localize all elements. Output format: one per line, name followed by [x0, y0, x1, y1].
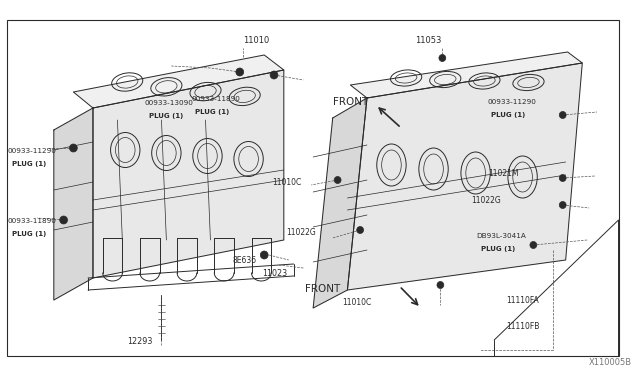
Text: 11110FA: 11110FA [506, 296, 539, 305]
Text: 00933-11290: 00933-11290 [487, 99, 536, 105]
Text: 11010: 11010 [243, 36, 269, 45]
Circle shape [60, 216, 68, 224]
Circle shape [559, 202, 566, 208]
Circle shape [260, 251, 268, 259]
Polygon shape [350, 52, 582, 98]
Text: PLUG (1): PLUG (1) [195, 109, 229, 115]
Circle shape [70, 144, 77, 152]
Text: FRONT: FRONT [305, 284, 340, 294]
Polygon shape [313, 98, 367, 308]
Circle shape [530, 241, 537, 248]
Text: PLUG (1): PLUG (1) [12, 231, 46, 237]
Text: 11023: 11023 [262, 269, 287, 278]
Text: 11022G: 11022G [471, 196, 500, 205]
Text: PLUG (1): PLUG (1) [148, 113, 183, 119]
Text: 11110FB: 11110FB [506, 322, 540, 331]
Text: X110005B: X110005B [589, 358, 632, 367]
Text: FRONT: FRONT [333, 97, 368, 107]
Text: 00933-11290: 00933-11290 [8, 148, 57, 154]
Polygon shape [93, 70, 284, 278]
Text: 12293: 12293 [127, 337, 152, 346]
Text: PLUG (1): PLUG (1) [12, 161, 46, 167]
Text: 8E636: 8E636 [233, 256, 257, 265]
Text: 11021M: 11021M [488, 169, 519, 178]
Circle shape [559, 174, 566, 182]
Polygon shape [74, 55, 284, 108]
Text: 11053: 11053 [415, 36, 442, 45]
Text: PLUG (1): PLUG (1) [481, 246, 515, 252]
Text: 11022G: 11022G [286, 228, 316, 237]
Circle shape [236, 68, 244, 76]
Text: 11010C: 11010C [342, 298, 372, 307]
Circle shape [356, 227, 364, 234]
Text: PLUG (1): PLUG (1) [492, 112, 525, 118]
Text: 00933-11890: 00933-11890 [192, 96, 241, 102]
Text: 00933-13090: 00933-13090 [145, 100, 194, 106]
Circle shape [334, 176, 341, 183]
Text: 11010C: 11010C [272, 178, 301, 187]
Circle shape [270, 71, 278, 79]
Circle shape [437, 282, 444, 289]
Text: 00933-11890: 00933-11890 [8, 218, 57, 224]
Polygon shape [54, 108, 93, 300]
Text: DB93L-3041A: DB93L-3041A [477, 233, 527, 239]
Circle shape [439, 55, 446, 61]
Polygon shape [348, 63, 582, 290]
Circle shape [559, 112, 566, 119]
